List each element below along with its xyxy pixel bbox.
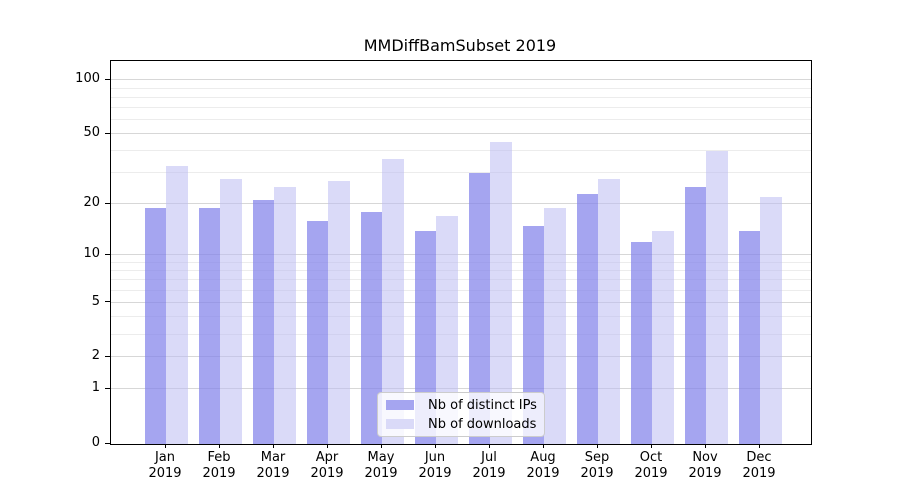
y-gridline-minor xyxy=(111,172,811,174)
x-tick-label: Sep 2019 xyxy=(580,450,614,481)
x-tick-label: Apr 2019 xyxy=(310,450,344,481)
x-tick-mark xyxy=(380,444,382,448)
y-tick-mark xyxy=(105,253,110,255)
legend-item-downloads: Nb of downloads xyxy=(386,417,536,432)
x-tick-label: Jun 2019 xyxy=(418,450,452,481)
x-tick-label: Nov 2019 xyxy=(688,450,722,481)
x-tick-mark xyxy=(326,444,328,448)
y-tick-mark xyxy=(105,387,110,389)
y-tick-mark xyxy=(105,78,110,80)
legend-swatch-downloads xyxy=(386,419,414,429)
bar-distinct-ips-may xyxy=(360,211,382,444)
y-gridline-major xyxy=(111,254,811,255)
x-tick-mark xyxy=(272,444,274,448)
x-tick-mark xyxy=(758,444,760,448)
y-gridline-minor xyxy=(111,96,811,98)
x-tick-mark xyxy=(434,444,436,448)
x-tick-label: Aug 2019 xyxy=(526,450,560,481)
x-tick-mark xyxy=(650,444,652,448)
bar-distinct-ips-nov xyxy=(684,187,706,444)
x-tick-label: Jul 2019 xyxy=(472,450,506,481)
x-tick-label: Dec 2019 xyxy=(742,450,776,481)
legend-item-distinct-ips: Nb of distinct IPs xyxy=(386,397,537,413)
x-tick-mark xyxy=(542,444,544,448)
y-gridline-major xyxy=(111,79,811,81)
y-tick-mark xyxy=(105,202,110,204)
bar-distinct-ips-mar xyxy=(252,200,274,444)
x-tick-label: Mar 2019 xyxy=(256,450,290,481)
bar-downloads-dec xyxy=(760,196,782,444)
chart-title: MMDiffBamSubset 2019 xyxy=(363,36,557,55)
bar-downloads-aug xyxy=(544,207,566,444)
y-gridline-minor xyxy=(111,289,811,291)
y-gridline-minor xyxy=(111,279,811,281)
y-tick-mark xyxy=(105,355,110,357)
y-tick-label: 100 xyxy=(75,71,100,87)
y-gridline-major xyxy=(111,133,811,135)
y-tick-label: 50 xyxy=(83,125,100,141)
x-tick-mark xyxy=(488,444,490,448)
y-tick-label: 5 xyxy=(91,293,100,309)
y-gridline-major xyxy=(111,356,811,358)
legend-label-downloads: Nb of downloads xyxy=(428,416,537,432)
x-tick-mark xyxy=(164,444,166,448)
bar-downloads-oct xyxy=(652,230,674,444)
bar-distinct-ips-jun xyxy=(414,230,436,444)
x-tick-label: Jan 2019 xyxy=(148,450,182,481)
x-tick-mark xyxy=(218,444,220,448)
y-tick-label: 10 xyxy=(83,246,100,261)
x-tick-mark xyxy=(596,444,598,448)
x-tick-label: Oct 2019 xyxy=(634,450,668,481)
bar-downloads-jul xyxy=(490,142,512,444)
y-tick-label: 2 xyxy=(91,348,100,364)
x-tick-label: Feb 2019 xyxy=(202,450,236,481)
bar-distinct-ips-aug xyxy=(522,225,544,444)
x-tick-mark xyxy=(704,444,706,448)
bar-downloads-feb xyxy=(220,178,242,444)
bar-downloads-nov xyxy=(706,151,728,444)
y-gridline-minor xyxy=(111,333,811,335)
bar-distinct-ips-sep xyxy=(576,193,598,444)
y-gridline-minor xyxy=(111,316,811,318)
legend-swatch-distinct-ips xyxy=(386,400,414,410)
y-gridline-major xyxy=(111,388,811,390)
y-gridline-minor xyxy=(111,107,811,109)
bar-downloads-may xyxy=(382,159,404,444)
bar-distinct-ips-apr xyxy=(306,220,328,444)
y-tick-mark xyxy=(105,301,110,303)
bar-distinct-ips-feb xyxy=(198,207,220,444)
legend: Nb of distinct IPs Nb of downloads xyxy=(377,392,545,437)
y-tick-mark xyxy=(105,132,110,134)
bar-distinct-ips-jan xyxy=(144,207,166,444)
bar-distinct-ips-oct xyxy=(630,241,652,444)
y-gridline-minor xyxy=(111,87,811,89)
y-gridline-major xyxy=(111,203,811,205)
legend-label-distinct-ips: Nb of distinct IPs xyxy=(428,397,537,413)
y-tick-label: 0 xyxy=(91,435,100,450)
bar-downloads-sep xyxy=(598,178,620,444)
bar-downloads-jan xyxy=(166,166,188,444)
y-tick-label: 1 xyxy=(91,380,100,396)
y-tick-label: 20 xyxy=(83,195,100,211)
y-tick-mark xyxy=(105,442,110,444)
bar-distinct-ips-jul xyxy=(468,173,490,444)
y-gridline-minor xyxy=(111,261,811,263)
y-gridline-major xyxy=(111,301,811,303)
x-tick-label: May 2019 xyxy=(364,450,398,481)
y-gridline-minor xyxy=(111,119,811,120)
plot-area xyxy=(110,60,812,445)
y-gridline-minor xyxy=(111,269,811,271)
bar-downloads-apr xyxy=(328,181,350,444)
y-gridline-minor xyxy=(111,150,811,152)
bar-distinct-ips-dec xyxy=(738,230,760,444)
bar-downloads-mar xyxy=(274,187,296,444)
bar-downloads-jun xyxy=(436,216,458,444)
